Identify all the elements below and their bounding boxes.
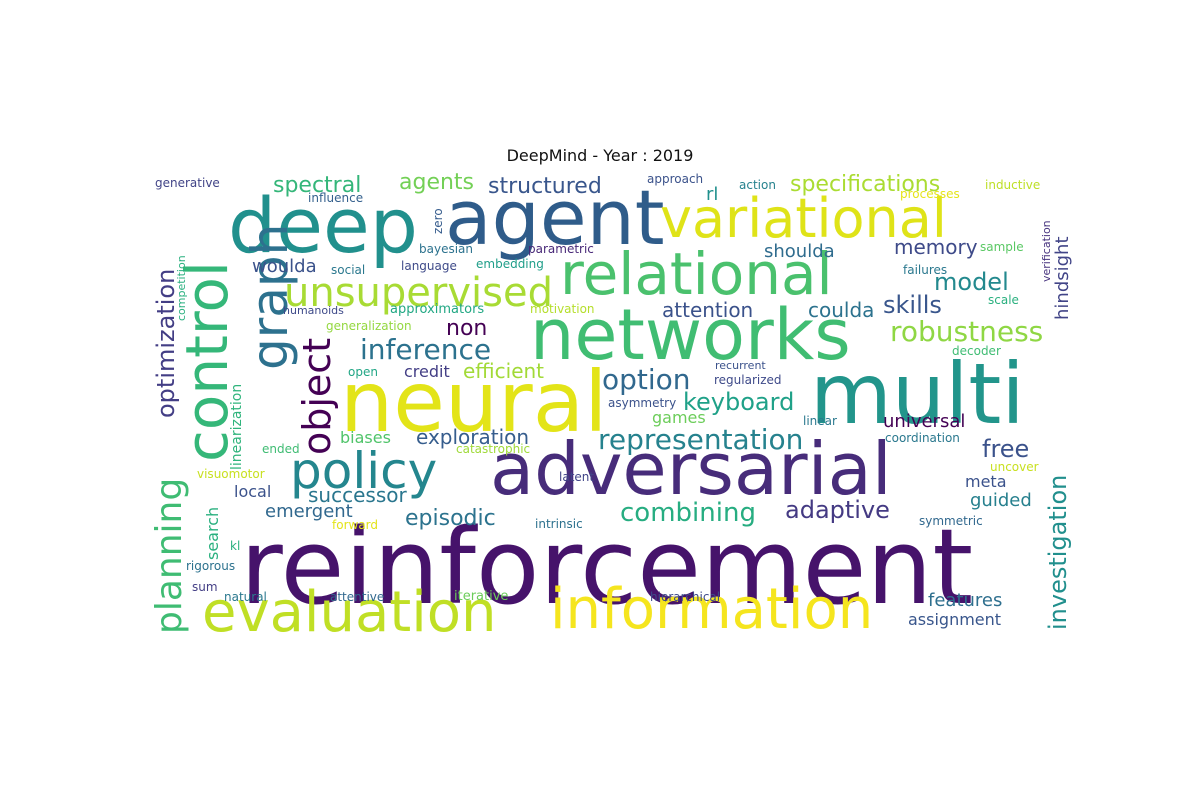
word: forward	[332, 518, 379, 532]
word: asymmetry	[608, 396, 677, 410]
word: games	[652, 408, 706, 427]
word: skills	[883, 291, 942, 319]
word: zero	[431, 208, 445, 234]
word: structured	[488, 174, 602, 199]
word: unsupervised	[284, 270, 553, 316]
word: verification	[1040, 220, 1053, 282]
word: bayesian	[419, 242, 473, 256]
word: assignment	[908, 610, 1002, 629]
word: biases	[340, 428, 391, 447]
word: rigorous	[186, 559, 236, 573]
word: representation	[598, 423, 804, 456]
word: motivation	[530, 302, 595, 316]
word: generative	[155, 176, 220, 190]
word: efficient	[463, 359, 545, 383]
word: object	[295, 337, 339, 455]
chart-title: DeepMind - Year : 2019	[506, 146, 694, 165]
word: variational	[660, 187, 947, 250]
word: planning	[149, 477, 190, 634]
word: language	[401, 259, 457, 273]
word: social	[331, 263, 366, 277]
word: rl	[706, 184, 719, 205]
word: intrinsic	[535, 517, 583, 531]
word: processes	[900, 187, 960, 201]
word: free	[982, 435, 1030, 463]
word: woulda	[252, 256, 317, 277]
word: attentive	[330, 590, 385, 604]
word: uncover	[990, 460, 1039, 474]
word: spectral	[273, 173, 362, 198]
word: guided	[970, 490, 1032, 511]
word: hierarchical	[650, 590, 721, 604]
word: failures	[903, 263, 948, 277]
word: policy	[290, 442, 438, 500]
word: option	[602, 363, 691, 396]
word: local	[234, 482, 272, 501]
word: combining	[620, 498, 756, 528]
word: deep	[228, 181, 418, 270]
word: non	[446, 316, 488, 341]
word: generalization	[326, 319, 412, 333]
word: universal	[883, 411, 966, 432]
word: reinforcement	[240, 506, 974, 628]
word: emergent	[265, 501, 353, 522]
word: latent	[559, 470, 595, 484]
word: parametric	[528, 242, 594, 256]
word: adversarial	[490, 427, 892, 511]
word: regularized	[714, 373, 782, 387]
word: specifications	[790, 172, 941, 197]
word: ended	[262, 442, 300, 456]
word: episodic	[405, 506, 496, 531]
word: decoder	[952, 344, 1001, 358]
word: influence	[308, 191, 364, 205]
word: inductive	[985, 178, 1041, 192]
word: linearization	[229, 383, 245, 470]
word: credit	[404, 362, 450, 381]
word: hindsight	[1052, 236, 1073, 320]
word: search	[203, 506, 222, 560]
word: humanoids	[283, 304, 344, 317]
word: inference	[360, 333, 492, 366]
word: approximators	[390, 302, 485, 317]
word: linear	[803, 414, 837, 428]
word: coordination	[885, 431, 960, 445]
word: coulda	[808, 298, 875, 322]
word: shoulda	[764, 241, 835, 262]
word: model	[934, 268, 1009, 296]
word: robustness	[890, 315, 1044, 348]
word: action	[739, 178, 776, 192]
word: exploration	[416, 425, 530, 449]
word: competition	[175, 255, 188, 321]
word: adaptive	[785, 496, 890, 524]
word: attention	[662, 298, 754, 322]
word: recurrent	[715, 359, 766, 372]
word: symmetric	[919, 514, 983, 528]
word-cloud: reinforcement multi neural networks adve…	[149, 170, 1073, 641]
word: catastrophic	[456, 442, 531, 456]
word: neural	[340, 353, 608, 451]
word: scale	[988, 293, 1019, 307]
word: sample	[980, 240, 1024, 254]
word: investigation	[1044, 474, 1072, 630]
word: evaluation	[202, 580, 497, 645]
word: information	[550, 577, 874, 642]
word: successor	[308, 483, 407, 507]
word: relational	[560, 240, 833, 308]
word: memory	[894, 235, 978, 259]
word: meta	[965, 472, 1007, 491]
word: visuomotor	[197, 467, 265, 481]
word: agent	[445, 173, 665, 262]
word: features	[928, 590, 1003, 611]
word: natural	[224, 590, 267, 604]
word: iterative	[454, 589, 509, 604]
word: multi	[810, 345, 1025, 443]
word: networks	[530, 294, 851, 376]
word: kl	[230, 539, 241, 553]
word: embedding	[476, 257, 544, 271]
word: sum	[192, 580, 218, 594]
word: open	[348, 365, 378, 379]
word: keyboard	[683, 388, 795, 416]
word: approach	[647, 172, 704, 186]
word: agents	[399, 170, 475, 195]
